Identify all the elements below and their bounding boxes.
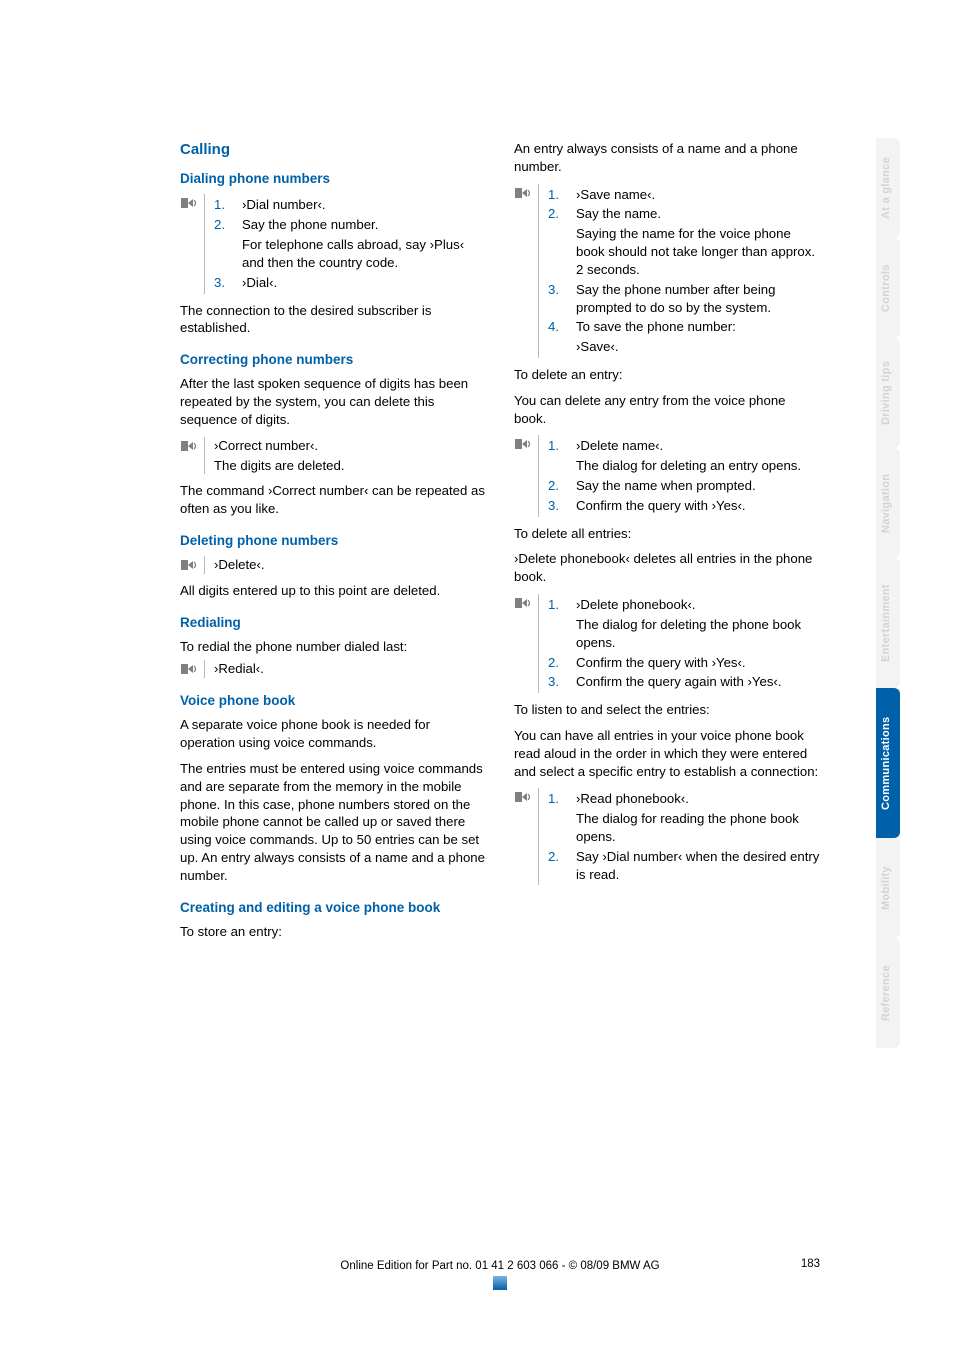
step-text: ›Dial‹. bbox=[242, 274, 486, 292]
step-text: Say ›Dial number‹ when the desired entry… bbox=[576, 848, 820, 884]
voice-body: 1. ›Delete name‹.The dialog for deleting … bbox=[538, 435, 820, 516]
voice-body: 1. ›Save name‹. 2.Say the name.Saying the… bbox=[538, 184, 820, 358]
voice-body: ›Redial‹. bbox=[204, 660, 486, 678]
step-text: ›Save name‹. bbox=[576, 186, 820, 204]
page-root: Calling Dialing phone numbers 1. ›Dial nu… bbox=[0, 0, 954, 1350]
step-text: Say the name when prompted. bbox=[576, 477, 820, 495]
voice-icon bbox=[514, 437, 532, 453]
paragraph: After the last spoken sequence of digits… bbox=[180, 375, 486, 428]
heading-create-phonebook: Creating and editing a voice phone book bbox=[180, 899, 486, 917]
step-text: Confirm the query with ›Yes‹. bbox=[576, 497, 820, 515]
step-number: 1. bbox=[548, 437, 566, 475]
page-footer: 183 Online Edition for Part no. 01 41 2 … bbox=[180, 1260, 820, 1272]
voice-icon bbox=[180, 558, 198, 574]
tab-communications[interactable]: Communications bbox=[876, 688, 900, 838]
tab-controls[interactable]: Controls bbox=[876, 238, 900, 338]
voice-command: ›Correct number‹. bbox=[214, 438, 318, 453]
paragraph: To redial the phone number dialed last: bbox=[180, 638, 486, 656]
page-number: 183 bbox=[801, 1258, 820, 1270]
step-text: Say the name.Saying the name for the voi… bbox=[576, 205, 820, 278]
heading-dialing: Dialing phone numbers bbox=[180, 170, 486, 188]
step-number: 2. bbox=[548, 654, 566, 672]
voice-body: 1.›Read phonebook‹.The dialog for readin… bbox=[538, 788, 820, 885]
step-text: Confirm the query again with ›Yes‹. bbox=[576, 673, 820, 691]
voice-result: The digits are deleted. bbox=[214, 457, 486, 475]
voice-block: 1. ›Delete name‹.The dialog for deleting … bbox=[514, 435, 820, 516]
tab-driving-tips[interactable]: Driving tips bbox=[876, 338, 900, 448]
step-number: 1. bbox=[548, 596, 566, 651]
footer-bar-icon bbox=[493, 1276, 507, 1290]
step-number: 2. bbox=[214, 216, 232, 271]
voice-icon bbox=[180, 196, 198, 212]
voice-icon bbox=[180, 439, 198, 455]
step-text: ›Dial number‹. bbox=[242, 196, 486, 214]
paragraph: An entry always consists of a name and a… bbox=[514, 140, 820, 176]
footer-text: Online Edition for Part no. 01 41 2 603 … bbox=[180, 1260, 820, 1272]
paragraph: To store an entry: bbox=[180, 923, 486, 941]
step-text: Say the phone number after being prompte… bbox=[576, 281, 820, 317]
voice-block: 1.›Read phonebook‹.The dialog for readin… bbox=[514, 788, 820, 885]
voice-command: ›Redial‹. bbox=[214, 661, 264, 676]
step-text: ›Read phonebook‹.The dialog for reading … bbox=[576, 790, 820, 845]
step-text: ›Delete name‹.The dialog for deleting an… bbox=[576, 437, 820, 475]
paragraph: The command ›Correct number‹ can be repe… bbox=[180, 482, 486, 518]
voice-block: 1. ›Dial number‹. 2.Say the phone number.… bbox=[180, 194, 486, 293]
paragraph: All digits entered up to this point are … bbox=[180, 582, 486, 600]
paragraph: A separate voice phone book is needed fo… bbox=[180, 716, 486, 752]
side-tabs: At a glance Controls Driving tips Naviga… bbox=[876, 138, 900, 1048]
subheading: To listen to and select the entries: bbox=[514, 701, 820, 719]
paragraph: The connection to the desired subscriber… bbox=[180, 302, 486, 338]
subheading: To delete an entry: bbox=[514, 366, 820, 384]
voice-block: 1. ›Save name‹. 2.Say the name.Saying the… bbox=[514, 184, 820, 358]
voice-command: ›Delete‹. bbox=[214, 557, 265, 572]
step-text: Confirm the query with ›Yes‹. bbox=[576, 654, 820, 672]
voice-body: 1.›Delete phonebook‹.The dialog for dele… bbox=[538, 594, 820, 693]
step-text: Say the phone number.For telephone calls… bbox=[242, 216, 486, 271]
step-number: 3. bbox=[548, 281, 566, 317]
heading-voice-phonebook: Voice phone book bbox=[180, 692, 486, 710]
voice-body: ›Delete‹. bbox=[204, 556, 486, 574]
paragraph: You can delete any entry from the voice … bbox=[514, 392, 820, 428]
heading-redialing: Redialing bbox=[180, 614, 486, 632]
tab-navigation[interactable]: Navigation bbox=[876, 448, 900, 558]
tab-reference[interactable]: Reference bbox=[876, 938, 900, 1048]
voice-block: ›Redial‹. bbox=[180, 660, 486, 678]
voice-icon bbox=[514, 186, 532, 202]
tab-mobility[interactable]: Mobility bbox=[876, 838, 900, 938]
voice-body: ›Correct number‹. The digits are deleted… bbox=[204, 437, 486, 475]
content-columns: Calling Dialing phone numbers 1. ›Dial nu… bbox=[180, 140, 820, 949]
subheading: To delete all entries: bbox=[514, 525, 820, 543]
heading-deleting: Deleting phone numbers bbox=[180, 532, 486, 550]
heading-calling: Calling bbox=[180, 140, 486, 160]
step-text: To save the phone number:›Save‹. bbox=[576, 318, 820, 356]
voice-icon bbox=[514, 790, 532, 806]
step-number: 1. bbox=[548, 186, 566, 204]
step-number: 2. bbox=[548, 477, 566, 495]
step-text: ›Delete phonebook‹.The dialog for deleti… bbox=[576, 596, 820, 651]
step-number: 1. bbox=[548, 790, 566, 845]
paragraph: ›Delete phonebook‹ deletes all entries i… bbox=[514, 550, 820, 586]
paragraph: You can have all entries in your voice p… bbox=[514, 727, 820, 780]
step-number: 3. bbox=[548, 673, 566, 691]
tab-entertainment[interactable]: Entertainment bbox=[876, 558, 900, 688]
right-column: An entry always consists of a name and a… bbox=[514, 140, 820, 949]
tab-at-a-glance[interactable]: At a glance bbox=[876, 138, 900, 238]
voice-icon bbox=[180, 662, 198, 678]
voice-block: ›Correct number‹. The digits are deleted… bbox=[180, 437, 486, 475]
step-number: 3. bbox=[214, 274, 232, 292]
voice-body: 1. ›Dial number‹. 2.Say the phone number.… bbox=[204, 194, 486, 293]
step-number: 4. bbox=[548, 318, 566, 356]
voice-block: 1.›Delete phonebook‹.The dialog for dele… bbox=[514, 594, 820, 693]
voice-icon bbox=[514, 596, 532, 612]
step-number: 3. bbox=[548, 497, 566, 515]
left-column: Calling Dialing phone numbers 1. ›Dial nu… bbox=[180, 140, 486, 949]
step-number: 2. bbox=[548, 205, 566, 278]
paragraph: The entries must be entered using voice … bbox=[180, 760, 486, 885]
step-number: 2. bbox=[548, 848, 566, 884]
step-number: 1. bbox=[214, 196, 232, 214]
heading-correcting: Correcting phone numbers bbox=[180, 351, 486, 369]
voice-block: ›Delete‹. bbox=[180, 556, 486, 574]
